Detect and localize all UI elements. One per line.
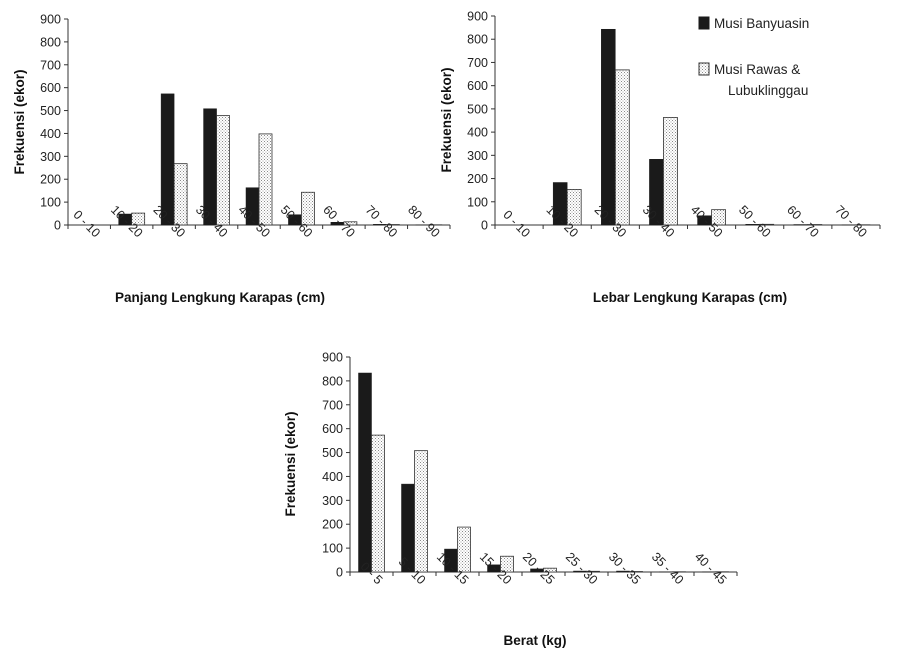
y-tick-label: 600 [40,81,61,95]
y-tick-label: 400 [40,127,61,141]
y-tick-label: 100 [467,195,488,209]
x-axis-title: Lebar Lengkung Karapas (cm) [593,290,787,305]
y-tick-label: 300 [40,150,61,164]
bar-musi-banyuasin [358,372,372,573]
y-tick-label: 200 [467,172,488,186]
y-tick-label: 800 [467,33,488,47]
y-tick-label: 800 [40,35,61,49]
bar-musi-rawas [216,115,230,226]
y-tick-label: 500 [40,104,61,118]
x-tick-label: 80 - 90 [405,203,442,240]
y-tick-label: 0 [54,219,61,233]
x-tick-label: 60 - 70 [784,203,821,240]
y-tick-label: 400 [322,470,343,484]
y-tick-label: 500 [322,446,343,460]
y-tick-label: 300 [467,149,488,163]
x-tick-label: 70 - 80 [832,203,869,240]
y-tick-label: 700 [40,58,61,72]
bar-musi-rawas [258,133,273,226]
bar-musi-rawas [586,570,600,573]
x-tick-label: 35 - 40 [649,550,686,587]
legend-label-musi-rawas-line2: Lubuklinggau [728,83,808,98]
bar-musi-rawas [414,450,428,573]
y-axis-title: Frekuensi (ekor) [439,67,454,172]
legend-swatch-musi-rawas [698,62,710,76]
x-axis-title: Berat (kg) [503,633,566,648]
y-tick-label: 200 [40,173,61,187]
y-tick-label: 800 [322,374,343,388]
legend-swatch-musi-banyuasin [698,16,710,30]
y-tick-label: 0 [481,219,488,233]
y-tick-label: 900 [467,10,488,24]
bar-musi-rawas [614,69,630,226]
x-tick-label: 0 - 10 [70,208,103,241]
y-tick-label: 200 [322,518,343,532]
x-tick-label: 50 - 60 [736,203,773,240]
y-tick-label: 300 [322,494,343,508]
bar-musi-banyuasin [160,93,175,226]
bar-musi-rawas [663,117,678,226]
y-axis-title: Frekuensi (ekor) [12,69,27,174]
y-tick-label: 400 [467,126,488,140]
bar-musi-rawas [711,209,726,226]
legend-label-musi-banyuasin: Musi Banyuasin [714,16,809,31]
x-tick-label: 40 - 45 [692,550,729,587]
y-tick-label: 600 [467,79,488,93]
bar-musi-rawas [301,191,315,226]
bar-musi-rawas [173,163,188,226]
y-tick-label: 500 [467,102,488,116]
bar-musi-rawas [343,221,358,226]
x-tick-label: 25 - 30 [563,550,600,587]
bar-musi-banyuasin [601,28,616,226]
bar-musi-rawas [566,189,582,226]
bar-musi-rawas [371,434,385,573]
y-tick-label: 0 [336,566,343,580]
x-axis-title: Panjang Lengkung Karapas (cm) [115,290,325,305]
x-tick-label: 0 - 10 [500,208,533,241]
y-tick-label: 900 [40,13,61,27]
bar-musi-rawas [500,555,514,573]
y-tick-label: 900 [322,351,343,365]
bar-musi-rawas [457,526,471,573]
y-tick-label: 100 [40,196,61,210]
y-tick-label: 600 [322,422,343,436]
x-tick-label: 30 - 35 [606,550,643,587]
x-tick-label: 70 - 80 [363,203,400,240]
bar-musi-rawas [131,212,146,226]
bar-musi-rawas [543,567,557,573]
y-tick-label: 700 [467,56,488,70]
legend: Musi Banyuasin Musi Rawas & Lubuklinggau [698,16,809,98]
y-tick-label: 700 [322,398,343,412]
bar-musi-rawas [759,223,775,226]
legend-label-musi-rawas-line1: Musi Rawas & [714,62,800,77]
y-tick-label: 100 [322,542,343,556]
y-axis-title: Frekuensi (ekor) [283,411,298,516]
